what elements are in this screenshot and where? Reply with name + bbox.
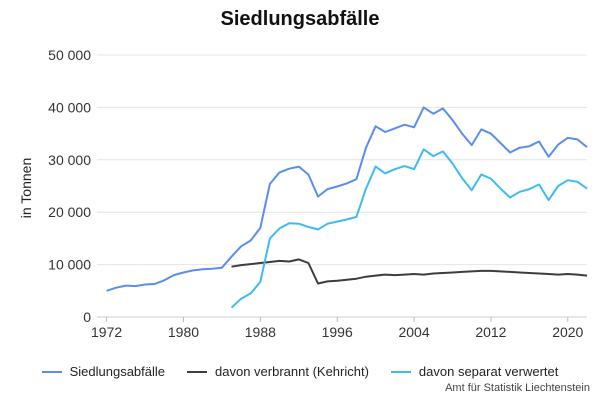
- x-tick-label: 1972: [91, 324, 122, 340]
- x-tick-label: 1988: [245, 324, 276, 340]
- x-tick-label: 2004: [398, 324, 429, 340]
- legend-item-2[interactable]: davon verbrannt (Kehricht): [187, 364, 369, 379]
- legend-item-1[interactable]: Siedlungsabfälle: [41, 364, 165, 379]
- x-axis-ticks: 1972 1980 1988 1996 2004 2012 2020: [91, 317, 584, 340]
- y-tick-label: 50 000: [48, 47, 91, 63]
- legend-label: Siedlungsabfälle: [69, 364, 165, 379]
- x-tick-label: 1996: [322, 324, 353, 340]
- y-tick-label: 40 000: [48, 99, 91, 115]
- legend-swatch: [390, 370, 411, 373]
- legend-swatch: [187, 370, 207, 373]
- legend-label: davon separat verwertet: [418, 364, 559, 379]
- x-tick-label: 1980: [168, 324, 199, 340]
- legend-label: davon verbrannt (Kehricht): [215, 364, 369, 379]
- y-axis-ticks: 0 10 000 20 000 30 000 40 000 50 000: [48, 47, 91, 325]
- chart-title: Siedlungsabfälle: [220, 8, 380, 30]
- gridlines: [97, 54, 587, 318]
- y-axis-label: in Tonnen: [18, 158, 34, 218]
- series-lines: [106, 106, 588, 309]
- x-tick-label: 2020: [552, 324, 583, 340]
- y-tick-label: 0: [83, 309, 91, 325]
- source-credit: Amt für Statistik Liechtenstein: [445, 382, 590, 394]
- series-line-3: [230, 148, 588, 309]
- y-tick-label: 30 000: [48, 152, 91, 168]
- legend: Siedlungsabfälle davon verbrannt (Kehrich…: [0, 364, 600, 379]
- y-tick-label: 20 000: [48, 204, 91, 220]
- series-line-2: [231, 258, 588, 285]
- y-tick-label: 10 000: [48, 257, 91, 273]
- legend-swatch: [41, 370, 62, 373]
- legend-item-3[interactable]: davon separat verwertet: [390, 364, 559, 379]
- series-line-1: [106, 106, 588, 292]
- x-tick-label: 2012: [475, 324, 506, 340]
